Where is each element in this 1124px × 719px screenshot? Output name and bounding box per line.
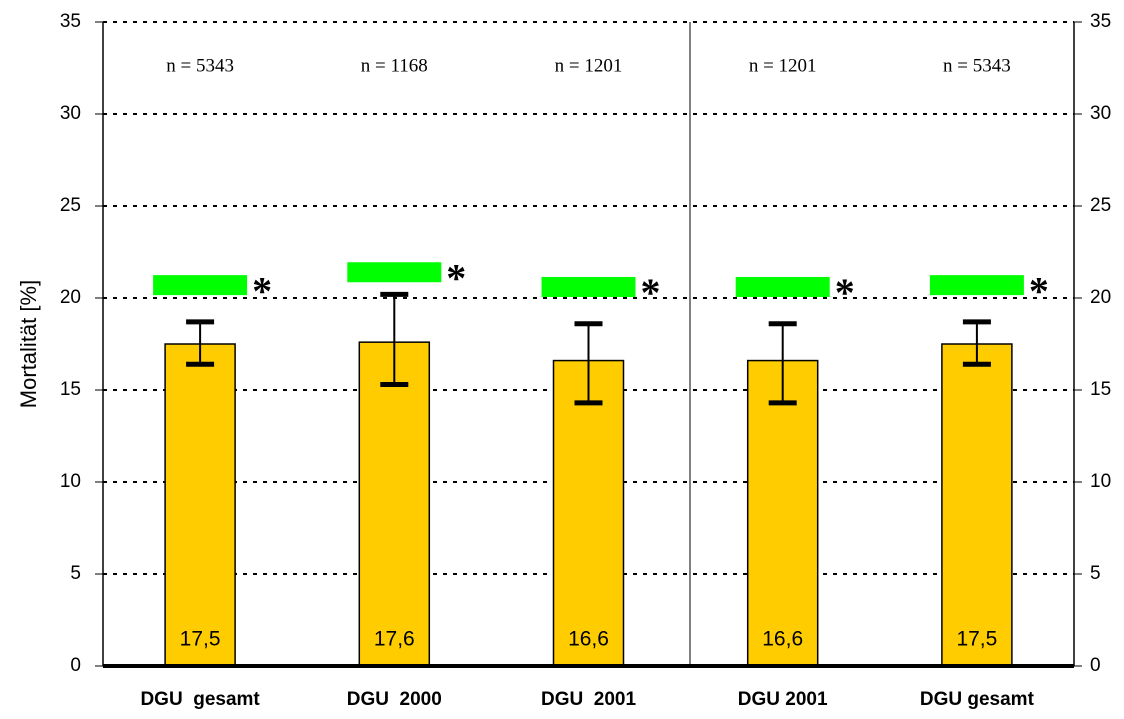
annotation: n = 5343 bbox=[166, 55, 234, 76]
x-tick-label: DGU 2001 bbox=[541, 689, 636, 710]
y-tick-label: 5 bbox=[70, 563, 81, 584]
y-tick-label: 25 bbox=[60, 195, 81, 216]
y-tick-label: 0 bbox=[70, 655, 81, 676]
bar bbox=[164, 343, 236, 667]
bar bbox=[552, 359, 625, 667]
annotation: n = 5343 bbox=[943, 55, 1011, 76]
x-tick-label: DGU 2000 bbox=[347, 689, 442, 710]
annotation: n = 1168 bbox=[361, 55, 428, 76]
bar bbox=[746, 359, 819, 667]
x-tick-label: DGU gesamt bbox=[140, 689, 260, 710]
bar bbox=[358, 341, 431, 667]
significance-bar bbox=[541, 276, 636, 297]
y2-tick-label: 15 bbox=[1090, 379, 1111, 400]
y2-tick-label: 0 bbox=[1090, 655, 1101, 676]
annotation: n = 1201 bbox=[749, 55, 817, 76]
y2-tick-label: 35 bbox=[1090, 11, 1111, 32]
value-label: 17,5 bbox=[956, 628, 997, 651]
value-label: 17,5 bbox=[180, 628, 221, 651]
y2-tick-label: 30 bbox=[1090, 103, 1111, 124]
y2-tick-label: 20 bbox=[1090, 287, 1111, 308]
significance-symbol: * bbox=[641, 270, 661, 315]
y-tick-label: 35 bbox=[60, 11, 81, 32]
significance-bar bbox=[929, 275, 1024, 296]
value-label: 17,6 bbox=[374, 628, 415, 651]
y-tick-label: 30 bbox=[60, 103, 81, 124]
y2-tick-label: 5 bbox=[1090, 563, 1101, 584]
y-tick-label: 15 bbox=[60, 379, 81, 400]
annotation: n = 1201 bbox=[555, 55, 623, 76]
bar bbox=[941, 343, 1013, 667]
value-label: 16,6 bbox=[762, 628, 803, 651]
significance-symbol: * bbox=[252, 268, 272, 313]
significance-symbol: * bbox=[1029, 268, 1049, 313]
value-label: 16,6 bbox=[568, 628, 609, 651]
y2-tick-label: 10 bbox=[1090, 471, 1111, 492]
significance-symbol: * bbox=[835, 270, 855, 315]
significance-symbol: * bbox=[446, 255, 466, 300]
x-tick-label: DGU 2001 bbox=[738, 689, 828, 710]
y-axis-label: Mortalität [%] bbox=[16, 280, 41, 408]
y2-tick-label: 25 bbox=[1090, 195, 1111, 216]
significance-bar bbox=[735, 276, 830, 297]
significance-bar bbox=[347, 262, 442, 283]
x-tick-label: DGU gesamt bbox=[920, 689, 1035, 710]
y-tick-label: 20 bbox=[60, 287, 81, 308]
significance-bar bbox=[153, 275, 248, 296]
y-tick-label: 10 bbox=[60, 471, 81, 492]
